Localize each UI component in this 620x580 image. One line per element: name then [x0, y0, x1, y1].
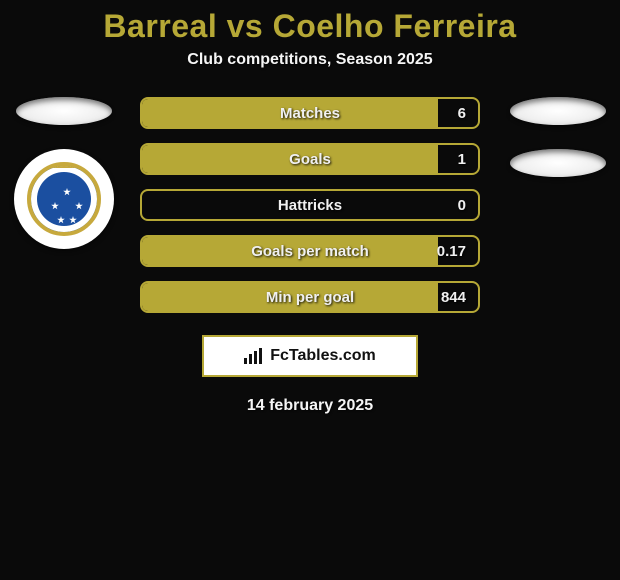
- stat-value: 0: [458, 197, 466, 214]
- stat-bar: Hattricks 0: [140, 189, 480, 221]
- page-date: 14 february 2025: [0, 397, 620, 415]
- source-label: FcTables.com: [270, 347, 376, 365]
- left-player-column: [14, 97, 114, 249]
- stat-bar: Goals per match 0.17: [140, 235, 480, 267]
- player-avatar-placeholder-icon: [510, 97, 606, 125]
- stat-bar: Goals 1: [140, 143, 480, 175]
- right-player-column: [510, 97, 606, 177]
- stat-label: Min per goal: [266, 289, 354, 306]
- stat-value: 0.17: [437, 243, 466, 260]
- stat-bar: Min per goal 844: [140, 281, 480, 313]
- bar-chart-icon: [244, 348, 264, 364]
- club-logo-left: [14, 149, 114, 249]
- stat-bar: Matches 6: [140, 97, 480, 129]
- content-area: Matches 6 Goals 1 Hattricks 0 Goals per match 0…: [0, 97, 620, 415]
- stat-value: 6: [458, 105, 466, 122]
- stat-value: 1: [458, 151, 466, 168]
- club-logo-placeholder-icon: [510, 149, 606, 177]
- stats-bars: Matches 6 Goals 1 Hattricks 0 Goals per match 0…: [140, 97, 480, 313]
- player-avatar-placeholder-icon: [16, 97, 112, 125]
- stat-label: Goals: [289, 151, 331, 168]
- stat-label: Matches: [280, 105, 340, 122]
- source-attribution: FcTables.com: [202, 335, 418, 377]
- cruzeiro-crest-icon: [27, 162, 101, 236]
- page-subtitle: Club competitions, Season 2025: [0, 51, 620, 69]
- stat-label: Hattricks: [278, 197, 342, 214]
- stat-label: Goals per match: [251, 243, 369, 260]
- stat-value: 844: [441, 289, 466, 306]
- page-title: Barreal vs Coelho Ferreira: [0, 0, 620, 45]
